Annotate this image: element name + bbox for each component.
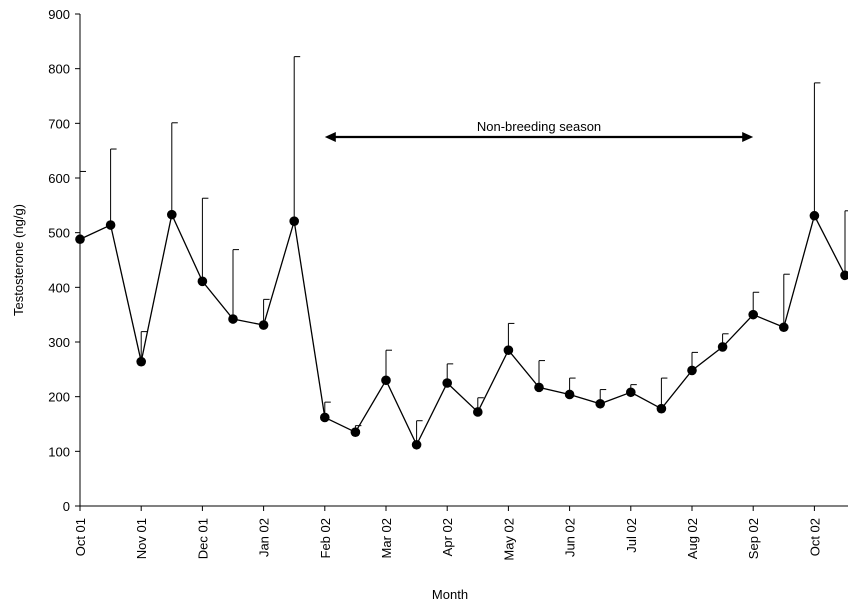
data-point (748, 309, 758, 320)
data-point (503, 345, 514, 356)
y-tick-label: 300 (48, 335, 70, 350)
y-tick-label: 900 (48, 7, 70, 22)
data-point (595, 398, 605, 409)
data-point (75, 234, 85, 245)
y-axis-ticks: 0 100 200 300 400 500 600 700 800 900 (48, 7, 80, 514)
data-point (809, 210, 820, 221)
x-tick-label: Jun 02 (563, 518, 578, 557)
y-tick-label: 800 (48, 62, 70, 77)
series-line (79, 212, 846, 447)
x-tick-label: Dec 01 (195, 518, 210, 559)
data-point (258, 320, 269, 330)
x-tick-label: Feb 02 (318, 518, 333, 558)
data-point (534, 382, 544, 393)
data-point (197, 276, 208, 287)
data-point (228, 314, 238, 324)
x-tick-label: Jul 02 (624, 518, 639, 553)
data-point (473, 407, 483, 417)
data-point (656, 403, 667, 414)
data-point (105, 220, 116, 230)
y-axis-title: Testosterone (ng/g) (11, 204, 26, 316)
data-point (167, 209, 177, 220)
annotation: Non-breeding season (324, 119, 754, 142)
data-point (840, 270, 848, 281)
data-point (136, 356, 146, 367)
data-point (289, 216, 300, 226)
x-tick-label: Aug 02 (685, 518, 700, 559)
y-tick-label: 600 (48, 171, 70, 186)
data-point (442, 378, 453, 388)
y-tick-label: 200 (48, 390, 70, 405)
axes (79, 14, 848, 507)
data-point (350, 427, 361, 438)
annotation-label: Non-breeding season (477, 119, 601, 134)
x-tick-label: Sep 02 (746, 518, 761, 559)
x-tick-label: Jan 02 (257, 518, 272, 557)
x-axis-title: Month (432, 587, 468, 602)
data-series (75, 209, 848, 450)
x-tick-label: May 02 (501, 518, 516, 561)
x-tick-label: Nov 01 (134, 518, 149, 559)
x-tick-label: Apr 02 (440, 518, 455, 556)
data-point (779, 322, 789, 333)
x-tick-label: Mar 02 (379, 518, 394, 558)
annotation-arrowhead-left (324, 132, 336, 142)
data-point (626, 387, 636, 398)
y-tick-label: 700 (48, 116, 70, 131)
error-bars (79, 56, 848, 445)
data-point (564, 389, 575, 400)
x-tick-label: Oct 01 (73, 518, 88, 556)
y-tick-label: 500 (48, 226, 70, 241)
data-point (411, 439, 422, 450)
y-tick-label: 0 (63, 499, 70, 514)
x-axis-ticks: Oct 01 Nov 01 Dec 01 Jan 02 Feb 02 Mar 02 Apr … (73, 506, 822, 561)
data-point (381, 375, 391, 386)
data-point (320, 412, 330, 423)
data-point (717, 342, 728, 352)
x-tick-label: Oct 02 (807, 518, 822, 556)
y-tick-label: 400 (48, 280, 70, 295)
y-tick-label: 100 (48, 444, 70, 459)
annotation-arrowhead-right (742, 132, 754, 142)
data-point (687, 365, 697, 376)
